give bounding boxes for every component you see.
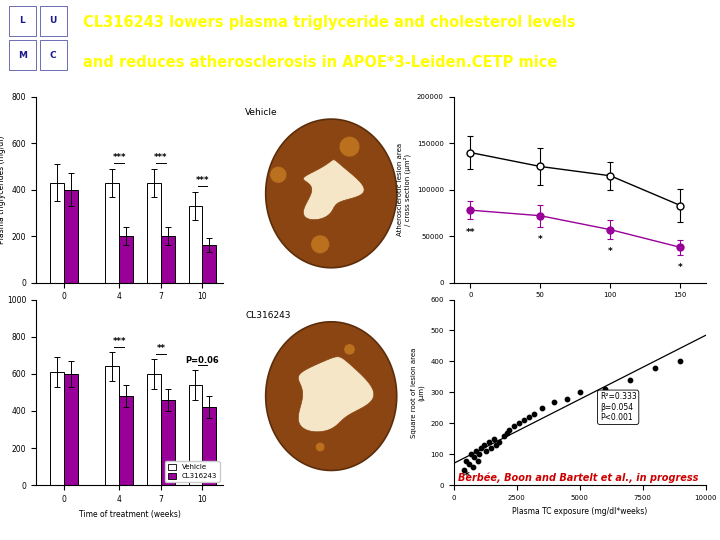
- Point: [491, 441, 503, 449]
- FancyBboxPatch shape: [40, 5, 67, 36]
- Bar: [105, 183, 120, 282]
- Text: *: *: [463, 471, 469, 481]
- Point: [467, 462, 478, 471]
- FancyBboxPatch shape: [9, 5, 36, 36]
- Text: C: C: [50, 51, 57, 59]
- Point: [481, 447, 492, 456]
- X-axis label: Time of treatment (weeks): Time of treatment (weeks): [78, 307, 181, 316]
- Text: *: *: [538, 235, 543, 244]
- Bar: [64, 190, 78, 282]
- Point: [528, 410, 540, 418]
- Text: ***: ***: [196, 176, 209, 185]
- Point: [493, 437, 505, 446]
- Bar: [105, 367, 120, 485]
- Point: [473, 450, 485, 458]
- Text: 31: 31: [352, 515, 368, 528]
- Point: [523, 413, 535, 422]
- Bar: [147, 183, 161, 282]
- Polygon shape: [298, 357, 374, 432]
- Text: **: **: [466, 228, 475, 237]
- Text: M: M: [18, 51, 27, 59]
- Circle shape: [311, 235, 330, 254]
- Polygon shape: [266, 322, 397, 470]
- Point: [463, 460, 474, 468]
- Point: [574, 388, 585, 397]
- Point: [498, 431, 510, 440]
- Y-axis label: Plasma triglycerides (mg/dl): Plasma triglycerides (mg/dl): [0, 136, 6, 244]
- Bar: [120, 396, 133, 485]
- X-axis label: Distance from aortic valves (μm): Distance from aortic valves (μm): [517, 304, 643, 313]
- Bar: [189, 385, 202, 485]
- Point: [549, 397, 560, 406]
- X-axis label: Plasma TC exposure (mg/dl*weeks): Plasma TC exposure (mg/dl*weeks): [512, 507, 647, 516]
- Point: [483, 437, 495, 446]
- Bar: [64, 374, 78, 485]
- Text: *: *: [608, 247, 613, 256]
- Point: [488, 435, 500, 443]
- Text: Berbée, Boon and Bartelt et al., in progress: Berbée, Boon and Bartelt et al., in prog…: [458, 472, 698, 483]
- Text: and reduces atherosclerosis in APOE*3-Leiden.CETP mice: and reduces atherosclerosis in APOE*3-Le…: [83, 55, 557, 70]
- Point: [599, 385, 611, 394]
- Circle shape: [270, 166, 287, 183]
- Point: [486, 444, 498, 453]
- Text: P=0.06: P=0.06: [186, 355, 220, 364]
- Text: ***: ***: [112, 153, 126, 162]
- Point: [476, 444, 487, 453]
- Legend: Vehicle, CL316243: Vehicle, CL316243: [165, 461, 220, 482]
- Bar: [161, 400, 175, 485]
- Point: [508, 422, 520, 431]
- Point: [468, 453, 480, 462]
- Point: [458, 465, 469, 474]
- Point: [562, 394, 573, 403]
- Y-axis label: Atherosclerotic lesion area
/ cross section (μm²): Atherosclerotic lesion area / cross sect…: [397, 143, 411, 237]
- Circle shape: [339, 137, 360, 157]
- Y-axis label: Plasma total cholesterol (mg/dl): Plasma total cholesterol (mg/dl): [0, 331, 1, 454]
- Bar: [50, 183, 64, 282]
- Point: [536, 403, 548, 412]
- Bar: [120, 236, 133, 282]
- Text: Vehicle: Vehicle: [245, 108, 278, 117]
- Bar: [202, 246, 216, 282]
- Point: [675, 357, 686, 366]
- Text: CL316243: CL316243: [245, 310, 291, 320]
- Point: [501, 428, 513, 437]
- Text: ***: ***: [112, 337, 126, 346]
- Text: ***: ***: [154, 153, 168, 162]
- FancyBboxPatch shape: [40, 40, 67, 70]
- Bar: [189, 206, 202, 282]
- Circle shape: [315, 442, 325, 451]
- Point: [503, 425, 515, 434]
- Point: [461, 456, 472, 465]
- Polygon shape: [303, 160, 364, 220]
- Y-axis label: Square root of lesion area
(μm): Square root of lesion area (μm): [411, 347, 425, 437]
- X-axis label: Time of treatment (weeks): Time of treatment (weeks): [78, 510, 181, 518]
- Bar: [161, 236, 175, 282]
- Point: [518, 416, 530, 424]
- Bar: [147, 374, 161, 485]
- Text: CL316243 lowers plasma triglyceride and cholesterol levels: CL316243 lowers plasma triglyceride and …: [83, 15, 575, 30]
- Text: **: **: [156, 345, 166, 353]
- Point: [649, 363, 661, 372]
- Text: *: *: [678, 263, 683, 272]
- Text: U: U: [50, 16, 57, 25]
- Point: [624, 376, 636, 384]
- Point: [513, 419, 525, 428]
- Text: R²=0.333
β=0.054
P<0.001: R²=0.333 β=0.054 P<0.001: [600, 393, 636, 422]
- Point: [471, 447, 482, 456]
- Bar: [202, 407, 216, 485]
- Point: [478, 441, 490, 449]
- Circle shape: [344, 344, 355, 355]
- Text: L: L: [19, 16, 25, 25]
- Bar: [50, 372, 64, 485]
- FancyBboxPatch shape: [9, 40, 36, 70]
- Point: [472, 456, 483, 465]
- Text: Patrick Rensen: Patrick Rensen: [14, 515, 114, 528]
- Polygon shape: [266, 119, 397, 268]
- Point: [466, 450, 477, 458]
